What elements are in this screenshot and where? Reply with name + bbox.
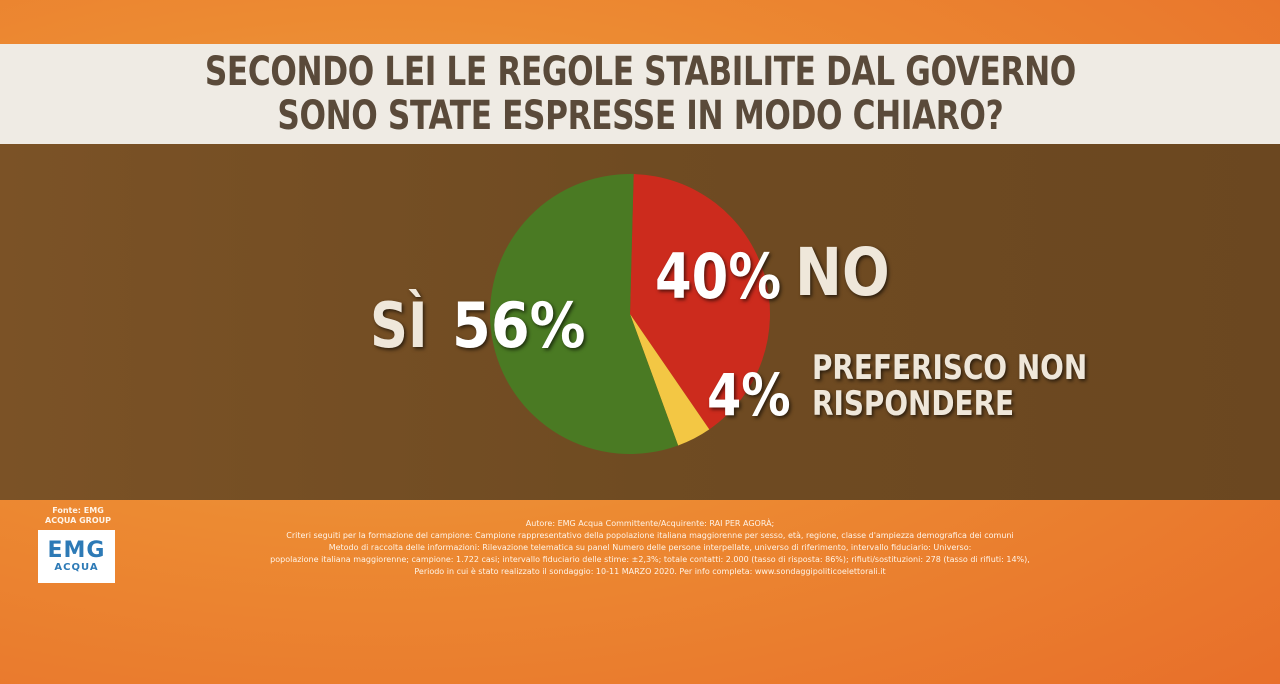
methodology-notes: Autore: EMG Acqua Committente/Acquirente… (250, 518, 1050, 578)
chart-title-line-1: SECONDO LEI LE REGOLE STABILITE DAL GOVE… (204, 49, 1076, 95)
logo-text-top: EMG (47, 537, 106, 563)
chart-area: SÌ 56% 40% NO 4% PREFERISCO NON RISPONDE… (0, 144, 1280, 500)
pie-slice-si (490, 174, 679, 454)
slice-value-si: 56% (452, 289, 586, 362)
pie-slice-no-answer (630, 314, 710, 446)
note-line: popolazione italiana maggiorenne; campio… (270, 555, 1030, 564)
slice-label-si: SÌ (370, 289, 428, 362)
note-line: Autore: EMG Acqua Committente/Acquirente… (525, 519, 775, 528)
chart-title-line-2: SONO STATE ESPRESSE IN MODO CHIARO? (277, 93, 1003, 139)
emg-logo: EMG ACQUA (38, 530, 115, 583)
note-line: Metodo di raccolta delle informazioni: R… (328, 543, 972, 552)
note-line: Criteri seguiti per la formazione del ca… (286, 531, 1014, 540)
source-label: Fonte: EMG ACQUA GROUP (45, 506, 111, 525)
slice-label-no-answer: PREFERISCO NON RISPONDERE (812, 348, 1088, 424)
slice-value-no: 40% (655, 240, 782, 313)
title-band: SECONDO LEI LE REGOLE STABILITE DAL GOVE… (0, 44, 1280, 144)
slice-label-no: NO (795, 234, 890, 311)
logo-text-bottom: ACQUA (54, 561, 99, 573)
note-line: Periodo in cui è stato realizzato il son… (414, 567, 886, 576)
pie-chart (490, 174, 770, 454)
pie-slice-no (630, 174, 770, 430)
slice-value-no-answer: 4% (707, 361, 791, 429)
